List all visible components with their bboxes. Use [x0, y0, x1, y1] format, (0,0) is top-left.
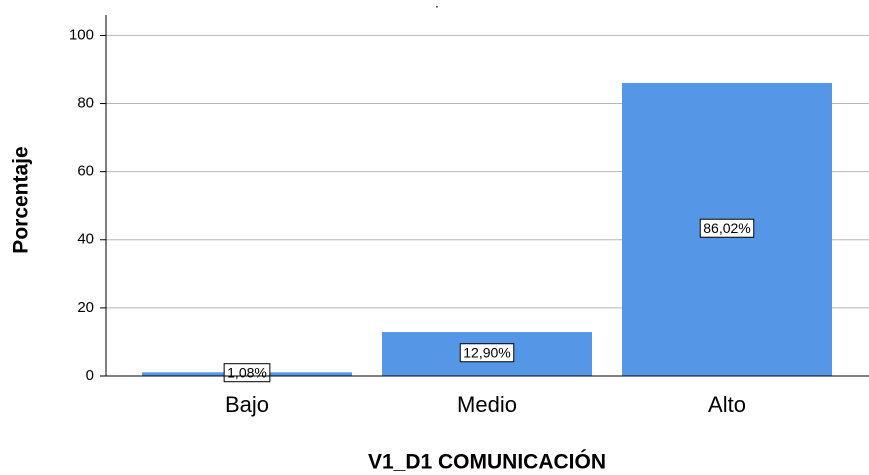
x-tick-label: Medio — [457, 392, 517, 417]
y-tick-label: 80 — [77, 95, 94, 112]
y-tick-label: 0 — [86, 367, 94, 384]
value-label: 12,90% — [463, 345, 510, 361]
value-label: 86,02% — [703, 220, 750, 236]
value-label: 1,08% — [227, 365, 267, 381]
y-axis-title: Porcentaje — [10, 146, 33, 253]
y-tick-label: 60 — [77, 163, 94, 180]
x-tick-label: Bajo — [225, 392, 269, 417]
value-label-box — [459, 343, 515, 363]
y-tick-label: 40 — [77, 231, 94, 248]
y-tick-label: 20 — [77, 299, 94, 316]
y-tick-label: 100 — [69, 26, 94, 43]
value-label-box — [223, 363, 271, 383]
x-axis-title: V1_D1 COMUNICACIÓN — [368, 450, 606, 474]
value-label-box — [699, 218, 755, 238]
x-tick-label: Alto — [708, 392, 746, 417]
chart-title: . — [435, 0, 439, 11]
